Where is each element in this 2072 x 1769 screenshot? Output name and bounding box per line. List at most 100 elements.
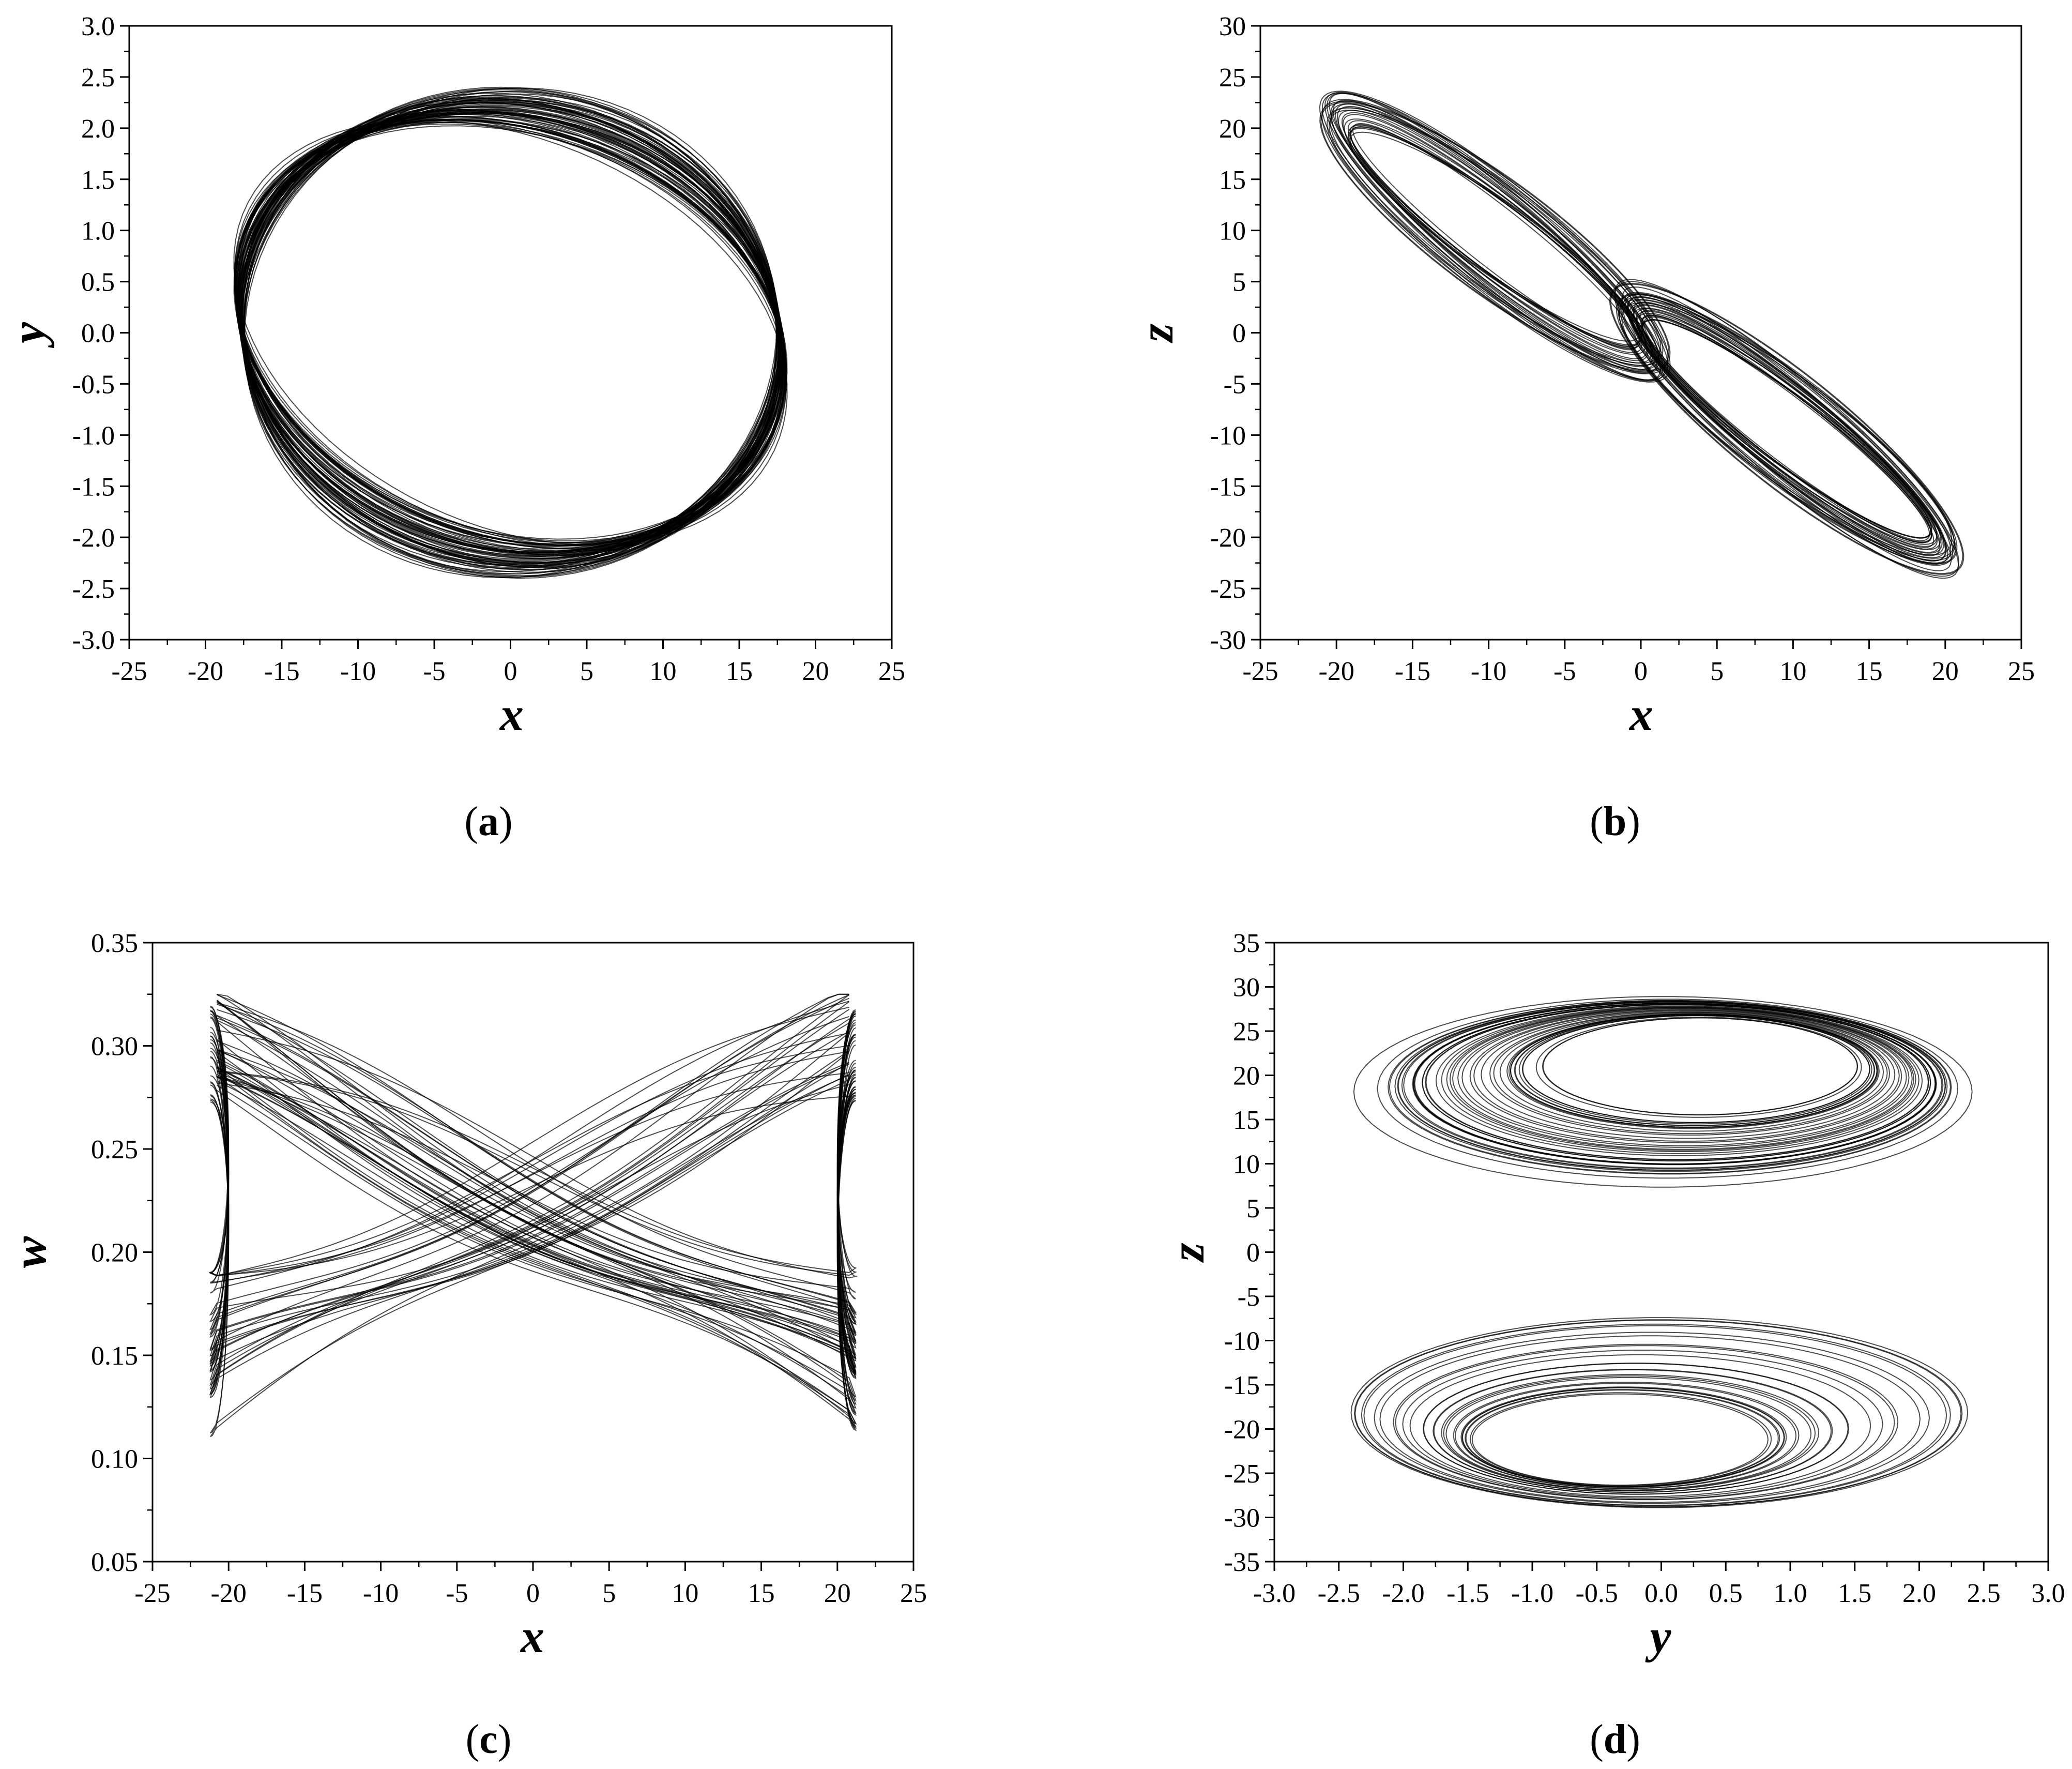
y-tick-label: -0.5 [72,370,115,399]
trajectory-path [1353,1319,1963,1508]
x-axis-label: x [499,688,524,740]
y-tick-label: -10 [1210,421,1246,450]
trajectory-path [1469,1392,1772,1486]
y-tick-label: -20 [1210,523,1246,553]
x-tick-label: 15 [1856,657,1883,686]
x-tick-label: 5 [602,1579,616,1608]
y-tick-label: 0.5 [81,268,115,297]
trajectory-path [1614,279,1959,579]
y-tick-label: -1.5 [72,472,115,502]
panel-caption-c: (c) [466,1717,512,1762]
y-tick-label: 0.20 [91,1238,138,1268]
y-tick-label: 2.0 [81,114,115,144]
y-tick-label: -5 [1224,370,1246,399]
y-tick-label: -20 [1224,1415,1260,1445]
trajectory-path [209,993,849,1363]
trajectory-path [235,119,786,546]
y-tick-label: -30 [1210,626,1246,655]
trajectory-path [1514,1014,1875,1126]
trajectory-path [1374,1332,1930,1504]
trajectory-path [1324,92,1666,382]
x-tick-label: -20 [1319,657,1354,686]
x-tick-label: 0.0 [1644,1579,1678,1608]
panel-caption-letter-d: d [1604,1717,1627,1762]
x-tick-label: 25 [900,1579,927,1608]
x-tick-label: 10 [650,657,677,686]
y-tick-label: 10 [1233,1150,1260,1180]
trajectory-path [237,109,784,556]
x-tick-label: 20 [1932,657,1959,686]
trajectory-path [240,101,781,565]
trajectory-path [1412,1003,1937,1165]
y-tick-label: -25 [1224,1459,1260,1489]
y-tick-label: 35 [1233,929,1260,958]
panel-d: -3.0 -2.5 -2.0 -1.5 -1.0 -0.5 0.0 0.5 1.0 1.5 2.0 2… [1161,929,2065,1762]
trajectory-path [1627,299,1946,558]
y-tick-label: -5 [1238,1282,1260,1312]
y-tick-label: 0.10 [91,1445,138,1474]
y-tick-label: 20 [1233,1062,1260,1091]
trajectory-path [1363,1325,1947,1506]
trajectory-path [1629,302,1945,556]
y-tick-label: 0 [1246,1238,1260,1268]
trajectory-path [1452,1007,1913,1150]
trajectory-path [1499,1012,1884,1132]
x-tick-label: -5 [1553,657,1576,686]
y-tick-label: 5 [1246,1194,1260,1223]
trajectory-path [1389,1000,1951,1174]
panel-caption-letter-b: b [1604,799,1627,844]
x-tick-label: 20 [802,657,829,686]
panel-caption-letter-a: a [478,799,499,844]
x-tick-label: -15 [287,1579,323,1608]
y-tick-label: -10 [1224,1327,1260,1356]
y-tick-label: -35 [1224,1548,1260,1577]
x-tick-label: 5 [580,657,593,686]
trajectory-group [1319,90,1964,579]
y-tick-label: -15 [1210,472,1246,502]
trajectory-group [1350,996,1973,1508]
x-tick-label: 15 [726,657,753,686]
x-axis-label: x [1628,688,1653,740]
y-tick-label: -2.0 [72,523,115,553]
trajectory-path [1348,125,1642,349]
y-tick-label: 15 [1219,165,1246,195]
y-tick-label: -2.5 [72,574,115,604]
trajectory-path [1393,1343,1899,1501]
trajectory-path [1465,1389,1779,1487]
y-tick-label: 5 [1232,268,1246,297]
y-tick-label: 30 [1233,973,1260,1003]
x-tick-label: 0 [526,1579,540,1608]
x-tick-label: 1.5 [1838,1579,1871,1608]
trajectory-path [1493,1011,1888,1135]
trajectory-path [1422,1004,1931,1161]
y-tick-label: 0 [1232,319,1246,349]
x-tick-label: -5 [446,1579,468,1608]
trajectory-path [1394,1001,1948,1172]
x-tick-label: -25 [111,657,147,686]
trajectory-path [1481,1010,1896,1139]
trajectory-path [1446,1006,1916,1152]
y-tick-label: -3.0 [72,626,115,655]
trajectory-path [1632,307,1941,551]
y-tick-label: -30 [1224,1504,1260,1533]
trajectory-path [1445,1377,1812,1491]
x-tick-label: -25 [1242,657,1278,686]
y-axis-label: z [1130,323,1183,343]
trajectory-path [1443,1375,1816,1491]
x-tick-label: -15 [264,657,299,686]
trajectory-path [1433,1369,1832,1493]
x-tick-label: -0.5 [1576,1579,1618,1608]
x-tick-label: -1.5 [1446,1579,1489,1608]
trajectory-path [1542,1017,1858,1116]
trajectory-path [1352,123,1638,351]
y-tick-label: 0.30 [91,1032,138,1062]
y-tick-label: 0.0 [81,319,115,349]
trajectory-path [1321,99,1669,374]
trajectory-path [1350,1317,1969,1508]
x-tick-label: 15 [748,1579,775,1608]
y-tick-label: 30 [1219,12,1246,41]
x-tick-label: -15 [1395,657,1430,686]
x-tick-label: 3.0 [2032,1579,2065,1608]
trajectory-path [1423,1363,1849,1495]
y-tick-label: 0.35 [91,929,138,958]
